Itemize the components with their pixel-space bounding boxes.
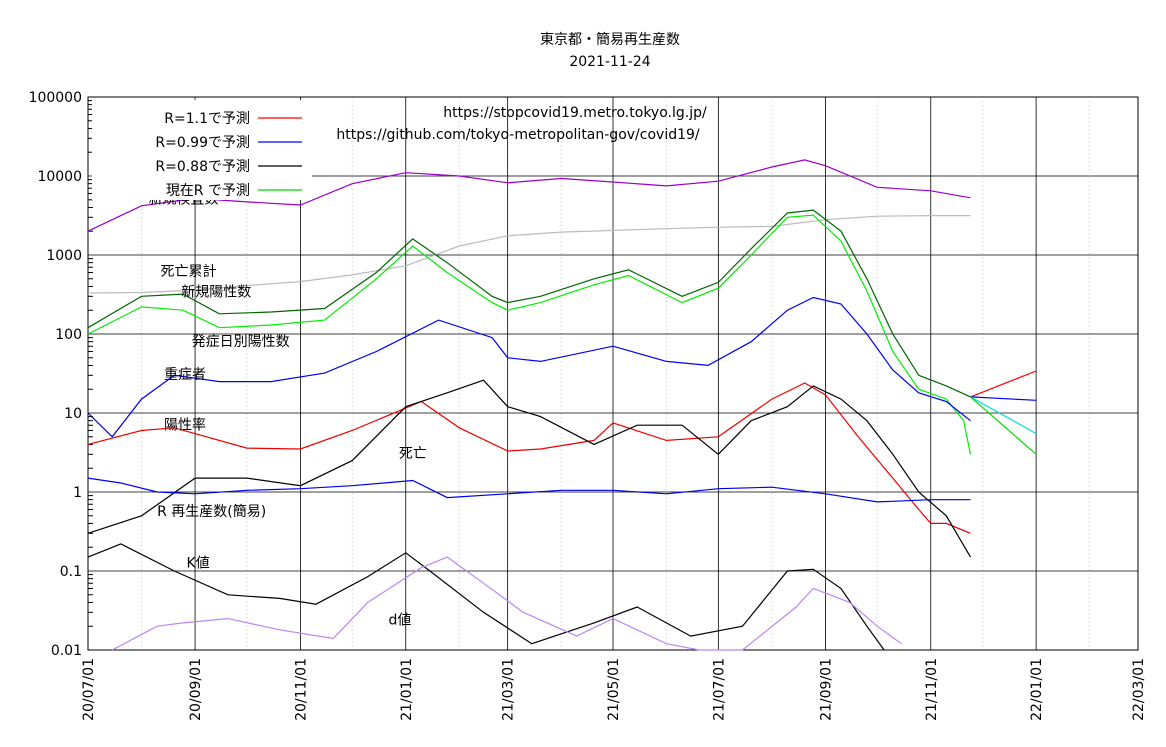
legend: R=1.1で予測 R=0.99で予測 R=0.88で予測 現在R で予測 [92,100,312,200]
y-tick-label: 100000 [29,90,82,106]
y-tick-label: 10000 [37,169,82,185]
x-tick-label: 20/11/01 [293,658,309,721]
legend-label-r0-88: R=0.88で予測 [155,159,250,175]
series-line-5 [87,382,971,534]
series-line-3 [87,214,972,455]
series-label: R 再生産数(簡易) [157,504,266,520]
x-tick-label: 21/03/01 [501,658,517,721]
series-label: 発症日別陽性数 [192,334,290,350]
series-line-11 [970,396,1037,401]
y-tick-label: 100 [55,327,82,343]
series-line-7 [87,477,971,503]
series-line-0 [87,159,971,232]
series-line-13 [970,396,1037,455]
x-tick-label: 22/03/01 [1131,658,1147,721]
series-line-6 [87,379,972,558]
x-axis-ticks: 20/07/01 20/09/01 20/11/01 21/01/01 21/03/01… [81,658,1147,721]
source-url-2: https://github.com/tokyo-metropolitan-go… [336,127,700,143]
x-tick-label: 20/07/01 [81,658,97,721]
legend-label-r0-99: R=0.99で予測 [155,135,250,151]
series-line-9 [111,556,902,651]
series-label: 死亡累計 [161,264,217,280]
series-label: 死亡 [399,446,427,462]
legend-label-r1-1: R=1.1で予測 [164,111,250,127]
chart-subtitle: 2021-11-24 [569,54,650,70]
y-tick-label: 1000 [46,248,82,264]
series-line-12 [970,396,1037,435]
y-tick-label: 0.01 [51,643,82,659]
x-tick-label: 21/01/01 [399,658,415,721]
y-axis-ticks: 0.01 0.1 1 10 100 1000 10000 100000 [29,90,82,659]
y-tick-label: 1 [73,485,82,501]
series-line-10 [970,370,1037,398]
series-line-8 [87,543,885,651]
source-url-1: https://stopcovid19.metro.tokyo.lg.jp/ [443,105,707,121]
series-line-1 [87,215,971,294]
legend-label-current-r: 現在R で予測 [166,183,250,199]
series-line-2 [87,209,971,398]
x-tick-label: 21/05/01 [606,658,622,721]
series-labels: 新規検査数死亡累計新規陽性数発症日別陽性数重症者陽性率死亡R 再生産数(簡易)K… [148,191,426,628]
minor-gridlines [88,97,1091,650]
series-label: 陽性率 [164,416,206,433]
series-line-4 [87,296,971,438]
series-layer [87,159,1037,651]
x-tick-label: 21/09/01 [818,658,834,721]
y-tick-label: 0.1 [60,564,82,580]
major-gridlines [87,96,1139,651]
legend-background [92,100,312,200]
series-label: d値 [388,613,411,629]
series-label: 重症者 [164,367,206,383]
series-label: K値 [186,556,209,572]
x-tick-label: 22/01/01 [1029,658,1045,721]
x-tick-label: 21/11/01 [924,658,940,721]
x-tick-label: 20/09/01 [188,658,204,721]
series-label: 新規陽性数 [181,284,251,300]
x-tick-label: 21/07/01 [711,658,727,721]
chart-title: 東京都・簡易再生産数 [540,32,680,48]
y-tick-label: 10 [64,406,82,422]
